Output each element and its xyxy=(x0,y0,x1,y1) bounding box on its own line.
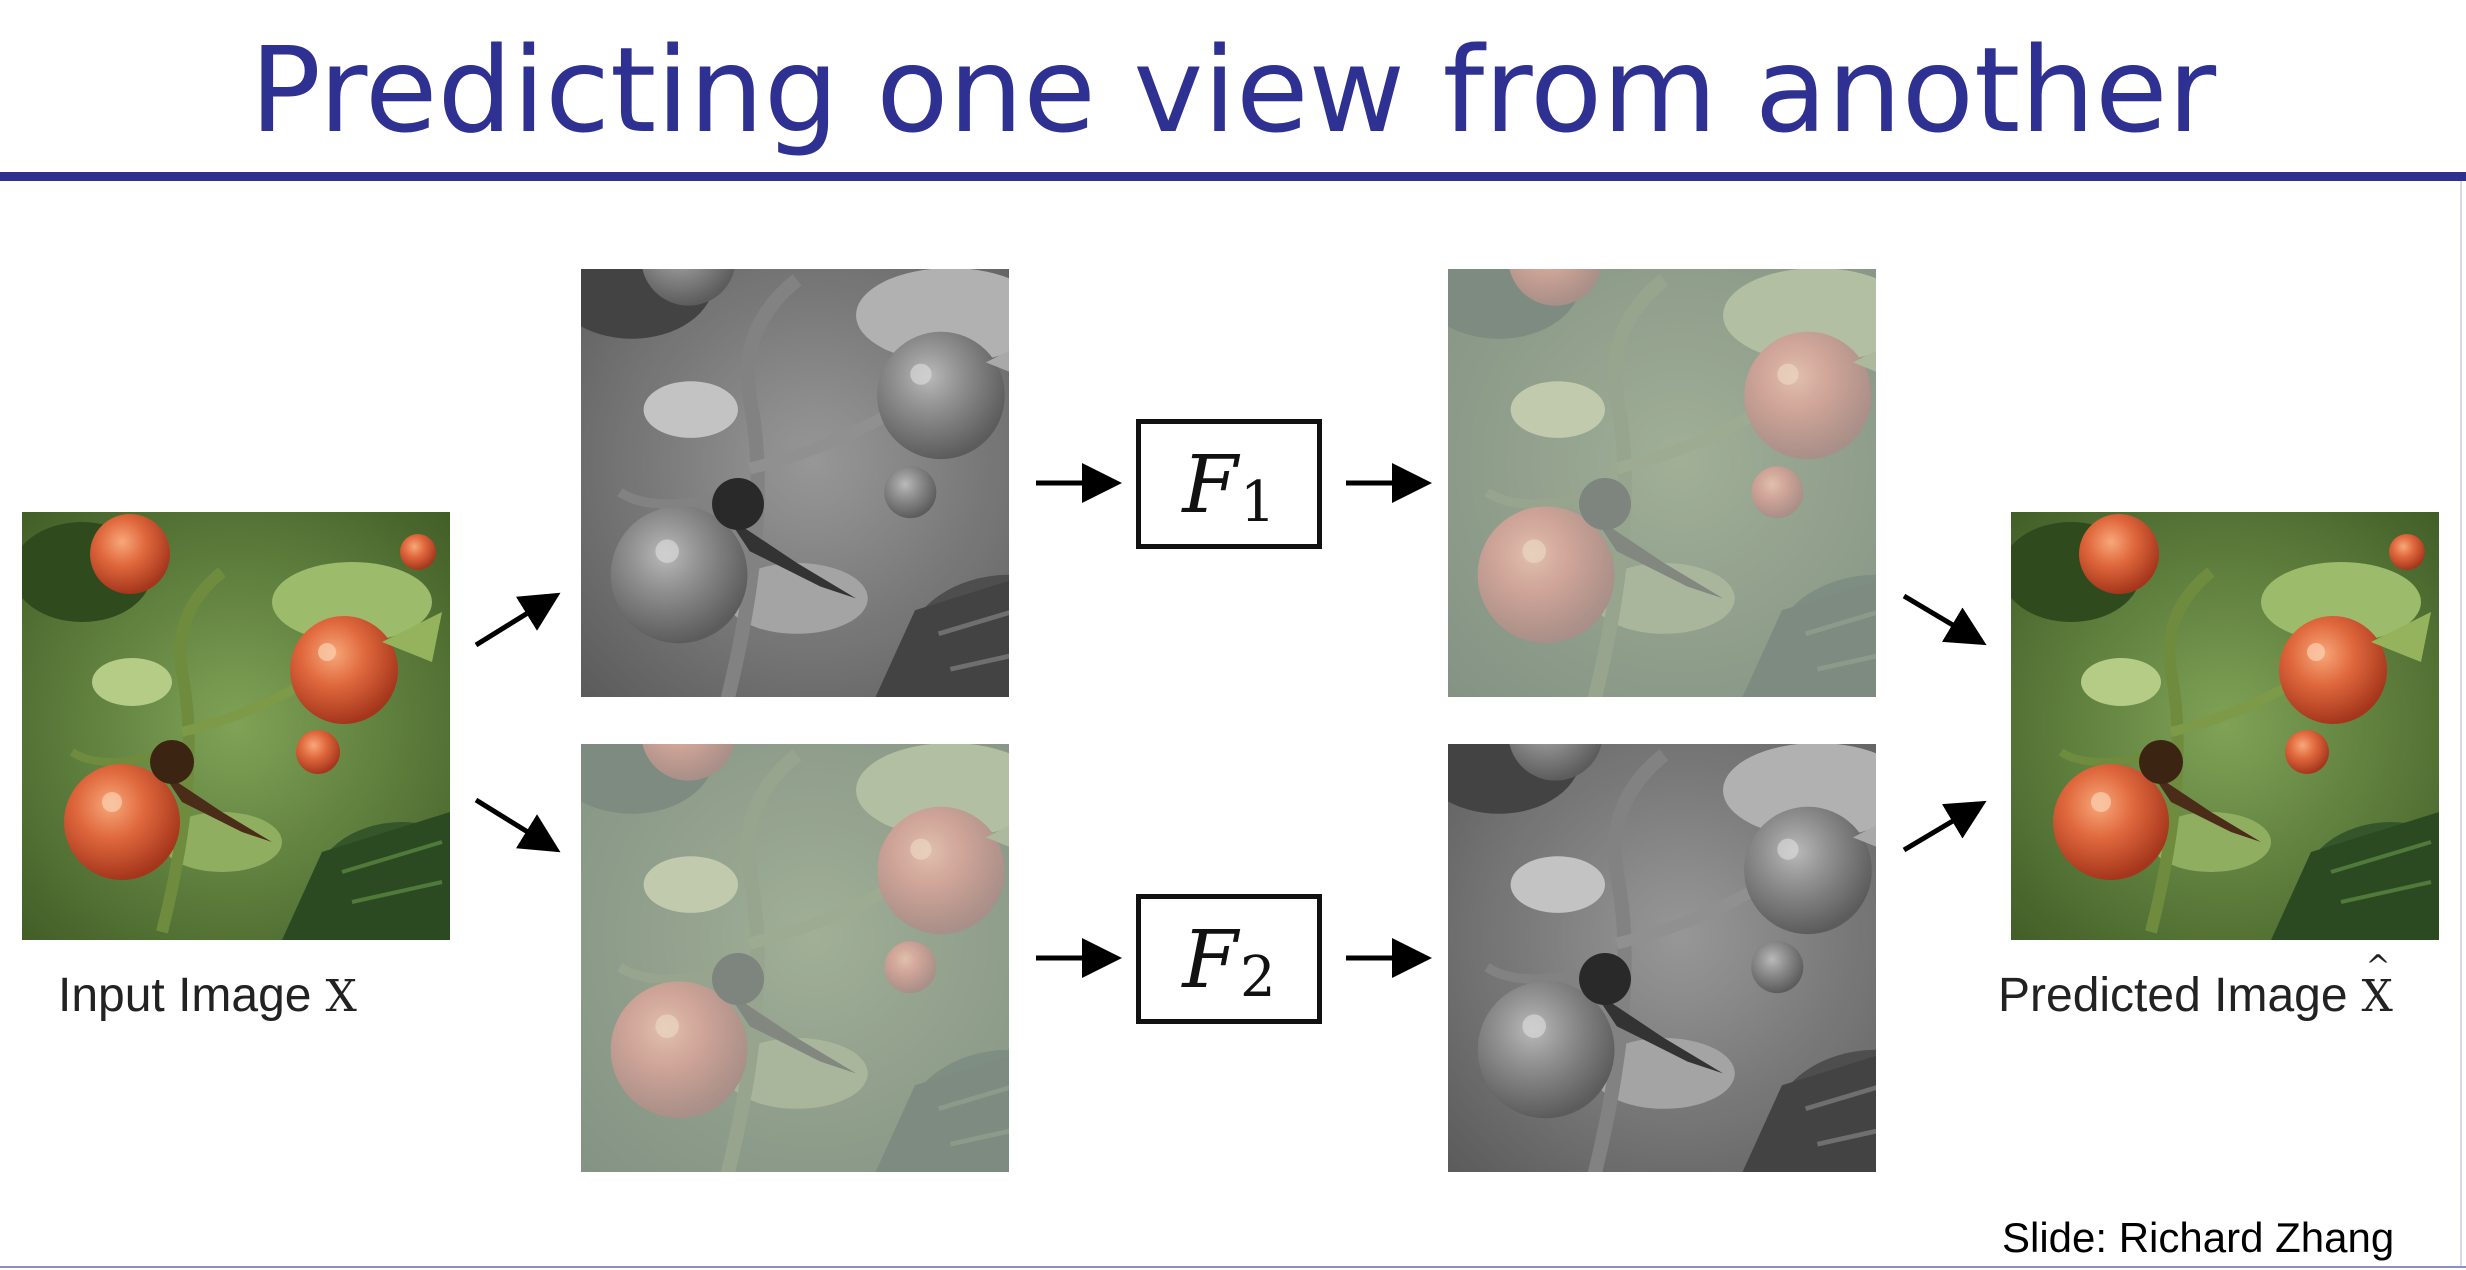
input-caption-text: Input Image xyxy=(58,969,312,1022)
input-variable: X xyxy=(325,971,357,1022)
title-rule xyxy=(0,172,2466,181)
function-symbol: F xyxy=(1182,912,1238,1006)
arrow-input-to-ab xyxy=(474,797,561,853)
output-variable-wrap: ^ X xyxy=(2361,949,2393,1022)
bottom-rule xyxy=(0,1266,2466,1268)
output-variable-hat: ^ xyxy=(2365,949,2391,984)
function-symbol: F xyxy=(1182,437,1238,531)
output-caption-text: Predicted Image xyxy=(1998,969,2348,1022)
input-caption: Input Image X xyxy=(58,968,357,1023)
arrow-lightness-to-output xyxy=(1902,800,1987,853)
function-subscript: 1 xyxy=(1239,469,1276,535)
slide-title: Predicting one view from another xyxy=(249,21,2217,159)
function-subscript: 2 xyxy=(1239,944,1276,1010)
arrow-input-to-lightness xyxy=(474,592,561,648)
arrow-ab-to-output xyxy=(1902,593,1987,646)
output-variable: X xyxy=(2361,971,2393,1022)
right-edge-line xyxy=(2460,181,2462,1266)
slide-credit: Slide: Richard Zhang xyxy=(2002,1214,2395,1261)
output-caption: Predicted Image ^ X xyxy=(1998,949,2393,1023)
